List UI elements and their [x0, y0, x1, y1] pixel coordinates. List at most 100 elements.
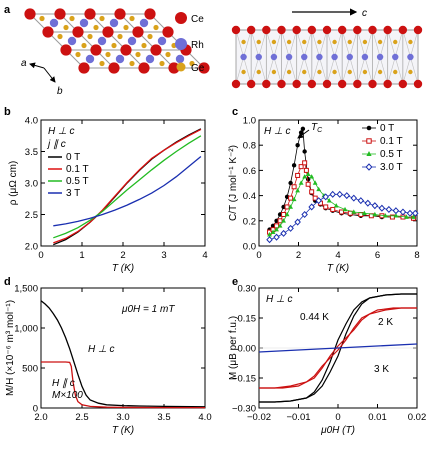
- series-line-3-T: [53, 155, 202, 227]
- y-tick-label: 500: [22, 364, 38, 375]
- chart-e-magnetization: −0.02 −0.01 0 0.01 0.02 −0.30 −0.15 0.00 0.15 0.3…: [228, 284, 426, 437]
- ge-atom: [81, 42, 87, 49]
- ce-atom: [72, 26, 84, 38]
- lattice-bond: [29, 13, 85, 69]
- y-tick-label: 1.0: [243, 116, 256, 127]
- ce-atom: [42, 26, 54, 38]
- ge-atom: [256, 69, 261, 75]
- data-point-0.5-T: [274, 227, 279, 232]
- ge-atom: [317, 69, 322, 75]
- axis-c-arrow: c: [292, 8, 367, 19]
- ce-atom: [120, 44, 132, 56]
- data-point-0.1-T: [277, 218, 283, 224]
- ce-atom: [277, 79, 286, 89]
- legend-ge-label: Ge: [191, 63, 205, 74]
- ge-atom: [393, 69, 398, 75]
- data-point-3.0-T: [406, 209, 414, 217]
- legend-rh-atom: [175, 38, 187, 50]
- ge-atom: [271, 69, 277, 75]
- data-point-0.5-T: [342, 206, 348, 212]
- rh-atom: [139, 18, 149, 28]
- ce-atom: [132, 26, 144, 38]
- ce-atom: [144, 8, 156, 20]
- ge-atom: [63, 24, 69, 31]
- data-point-0.1-T: [309, 189, 315, 195]
- panel-label-d: d: [4, 276, 11, 288]
- rh-atom: [97, 36, 107, 46]
- data-point-3.0-T: [385, 205, 393, 213]
- legend-rh-label: Rh: [191, 40, 204, 51]
- ge-atom: [123, 24, 129, 31]
- x-tick-label: 0: [38, 250, 43, 261]
- data-point-3.0-T: [371, 202, 379, 210]
- y-tick-label: 0.15: [238, 314, 257, 325]
- ge-atom: [332, 39, 337, 45]
- data-point-0.1-T: [281, 212, 287, 217]
- ce-atom: [24, 8, 36, 20]
- data-point-0.1-T: [295, 172, 301, 178]
- y-tick-label: 3.0: [25, 179, 38, 190]
- x-tick-label: 4.0: [198, 412, 211, 423]
- ce-atom: [198, 62, 210, 74]
- crystal-lattice-side-view: [231, 25, 423, 89]
- rh-atom: [392, 53, 399, 61]
- data-point-3.0-T: [411, 209, 419, 217]
- legend-label: 0.5 T: [66, 176, 89, 187]
- data-point-3.0-T: [329, 190, 337, 198]
- ce-atom: [307, 25, 317, 35]
- y-tick-label: 0.30: [238, 284, 257, 295]
- series-line-H-c-M-100-: [41, 361, 205, 409]
- data-point-0.5-T: [312, 180, 318, 185]
- data-point-0.5-T: [309, 174, 315, 179]
- ge-atom: [286, 39, 292, 45]
- data-point-0-T: [288, 180, 293, 186]
- data-point-0.5-T: [284, 211, 290, 217]
- y-tick-label: 0.4: [243, 191, 256, 202]
- data-point-0-T: [302, 149, 307, 154]
- rh-atom: [127, 36, 137, 46]
- rh-atom: [240, 53, 247, 61]
- ge-atom: [347, 39, 352, 45]
- ge-atom: [87, 33, 93, 40]
- series-line-0.1-T: [53, 128, 202, 244]
- x-tick-label: 1: [79, 250, 84, 261]
- panel-label-a: a: [4, 4, 11, 16]
- ce-atom: [337, 79, 347, 89]
- data-point-0.5-T: [298, 180, 304, 185]
- ge-atom: [165, 51, 171, 58]
- data-point-0-T: [295, 143, 300, 148]
- data-point-0.5-T: [288, 204, 293, 209]
- axis-a-label: a: [21, 58, 27, 69]
- ge-atom: [286, 69, 292, 75]
- rh-atom: [79, 18, 89, 28]
- data-point-0.1-T: [323, 204, 329, 210]
- annotation-h-perp-c: H ⊥ c: [266, 294, 293, 305]
- rh-atom: [331, 53, 338, 61]
- rh-atom: [376, 53, 384, 61]
- data-point-3.0-T: [392, 207, 400, 215]
- rh-atom: [175, 54, 185, 64]
- ge-atom: [39, 15, 45, 22]
- data-point-0.1-T: [284, 204, 290, 210]
- ge-atom: [377, 69, 383, 75]
- ge-atom: [69, 15, 75, 22]
- data-point-0.5-T: [302, 174, 308, 179]
- y-axis-label: ρ (μΩ cm): [8, 161, 19, 205]
- rh-atom: [115, 54, 125, 64]
- y-tick-label: −0.30: [232, 404, 256, 415]
- rh-atom: [316, 53, 323, 61]
- rh-atom: [85, 54, 95, 64]
- x-tick-label: −0.02: [247, 412, 271, 423]
- ce-atom: [231, 79, 241, 89]
- lattice-bond: [119, 13, 175, 69]
- panel-label-e: e: [232, 276, 238, 288]
- legend-marker: [366, 125, 372, 131]
- data-point-3.0-T: [343, 192, 351, 200]
- data-point-0.5-T: [277, 223, 283, 228]
- crystal-lattice-ab-plane: [24, 8, 210, 74]
- ge-atom: [189, 60, 195, 67]
- rh-atom: [361, 53, 369, 61]
- ce-atom: [138, 62, 150, 74]
- legend-ce-label: Ce: [191, 14, 204, 25]
- tc-arrow: [297, 129, 310, 139]
